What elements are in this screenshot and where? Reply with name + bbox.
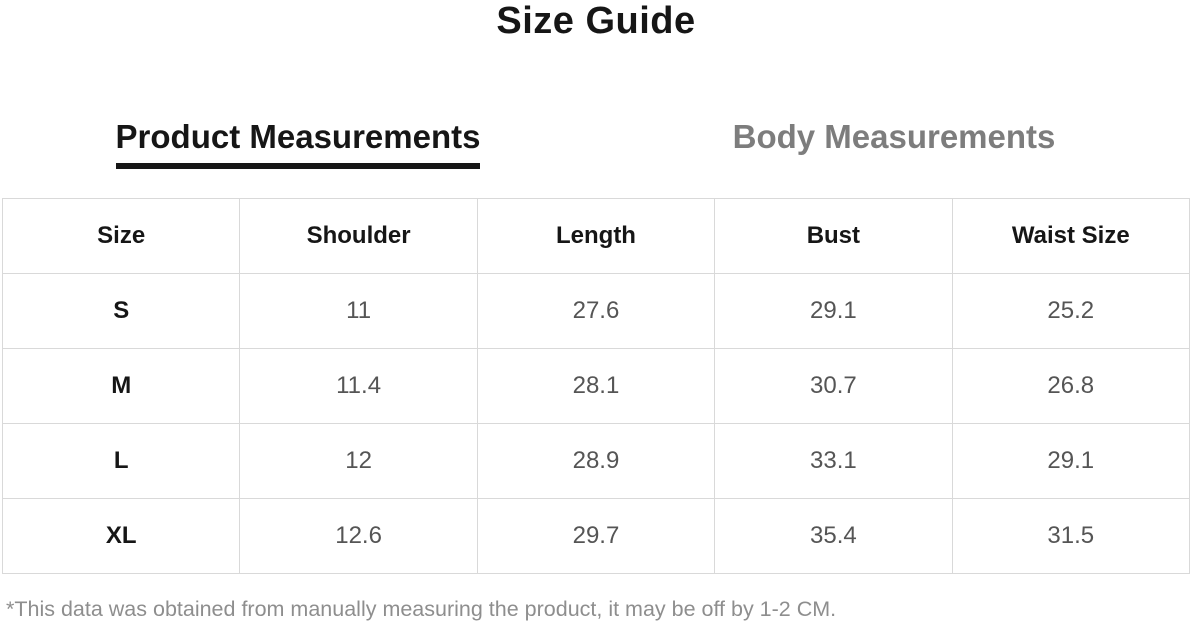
table-cell: 12.6 (239, 498, 478, 574)
table-cell: 26.8 (951, 348, 1191, 424)
page-title: Size Guide (496, 0, 696, 42)
measurement-disclaimer: *This data was obtained from manually me… (6, 597, 837, 621)
table-row-xl: XL 12.6 29.7 35.4 31.5 (1, 498, 1191, 574)
table-cell: 31.5 (951, 498, 1191, 574)
table-cell: 27.6 (476, 273, 716, 349)
column-header-size: Size (1, 198, 241, 274)
size-label: L (1, 423, 241, 499)
table-cell: 28.9 (476, 423, 716, 499)
column-header-bust: Bust (714, 198, 953, 274)
table-cell: 25.2 (951, 273, 1191, 349)
tab-body-measurements-label: Body Measurements (732, 118, 1056, 155)
size-label: M (1, 348, 241, 424)
table-cell: 11.4 (239, 348, 478, 424)
measurement-tabs: Product Measurements Body Measurements (0, 118, 1192, 169)
table-cell: 12 (239, 423, 478, 499)
tab-body-measurements[interactable]: Body Measurements (596, 118, 1192, 169)
size-label: XL (1, 498, 241, 574)
table-cell: 35.4 (714, 498, 953, 574)
table-cell: 29.1 (714, 273, 953, 349)
header-row: Size Shoulder Length Bust Waist Size (1, 198, 1191, 274)
table-cell: 29.7 (476, 498, 716, 574)
table-row-m: M 11.4 28.1 30.7 26.8 (1, 348, 1191, 424)
column-header-shoulder: Shoulder (239, 198, 478, 274)
size-guide-table: Size Shoulder Length Bust Waist Size S 1… (1, 198, 1191, 574)
tab-product-measurements[interactable]: Product Measurements (0, 118, 596, 169)
table-cell: 29.1 (951, 423, 1191, 499)
table-row-s: S 11 27.6 29.1 25.2 (1, 273, 1191, 349)
table-cell: 30.7 (714, 348, 953, 424)
table-row-l: L 12 28.9 33.1 29.1 (1, 423, 1191, 499)
tab-product-measurements-label: Product Measurements (115, 118, 481, 169)
table-cell: 11 (239, 273, 478, 349)
column-header-waist-size: Waist Size (951, 198, 1191, 274)
size-label: S (1, 273, 241, 349)
column-header-length: Length (476, 198, 716, 274)
table-cell: 28.1 (476, 348, 716, 424)
table-cell: 33.1 (714, 423, 953, 499)
